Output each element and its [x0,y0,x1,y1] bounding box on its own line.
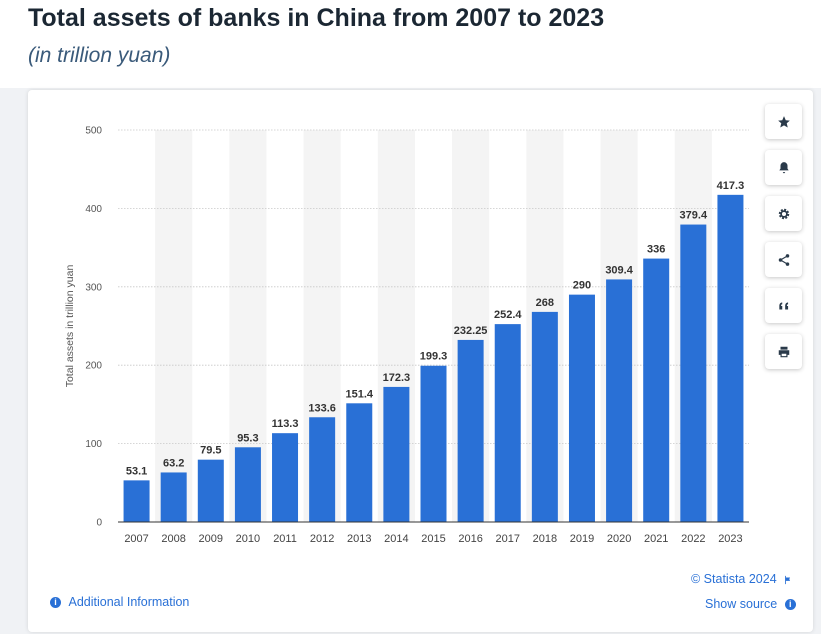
y-axis-label: Total assets in trillion yuan [64,265,76,388]
bar [309,417,336,522]
y-tick-label: 300 [85,282,102,293]
data-label: 379.4 [680,210,708,222]
data-label: 95.3 [237,432,258,444]
data-label: 63.2 [163,457,184,469]
data-label: 336 [647,244,665,256]
bar [234,447,261,522]
info-icon: i [784,599,796,611]
data-label: 290 [573,280,591,292]
quote-icon [778,302,788,309]
bar [123,480,150,522]
x-tick-label: 2013 [347,533,371,545]
data-label: 172.3 [383,372,411,384]
y-tick-label: 200 [85,361,102,372]
favorite-button[interactable] [765,104,802,139]
y-tick-label: 0 [96,518,102,529]
page-subtitle: (in trillion yuan) [28,44,171,67]
bar [272,433,299,522]
gear-icon [778,208,789,219]
print-button[interactable] [765,334,802,369]
y-tick-label: 500 [85,126,102,137]
bar [420,365,447,522]
x-tick-label: 2021 [644,533,668,545]
additional-information-label: Additional Information [68,595,190,609]
bar [457,339,484,522]
page-title: Total assets of banks in China from 2007… [28,4,605,32]
data-label: 417.3 [717,180,745,192]
y-axis-ticks: 0 100 200 300 400 500 [85,126,102,529]
bar [494,324,521,522]
x-tick-label: 2008 [161,533,185,545]
header: Total assets of banks in China from 2007… [0,0,821,88]
bar [606,279,633,522]
data-labels: 53.1 63.2 79.5 95.3 113.3 133.6 151.4 172.3 199.… [126,180,744,478]
x-tick-label: 2017 [495,533,519,545]
share-button[interactable] [765,242,802,277]
data-label: 113.3 [272,418,299,430]
bars [123,194,744,523]
x-tick-label: 2007 [124,533,148,545]
x-tick-label: 2016 [458,533,482,545]
show-source-label: Show source [705,597,778,611]
bar [643,258,670,522]
share-icon [778,253,789,266]
x-tick-label: 2009 [199,533,223,545]
star-icon [777,115,790,128]
additional-information-link[interactable]: i Additional Information [50,595,189,609]
x-axis-ticks: 2007 2008 2009 2010 2011 2012 2013 2014 2015 2016… [124,533,742,545]
statista-copyright-link[interactable]: © Statista 2024 [691,572,793,586]
data-label: 133.6 [308,402,336,414]
x-tick-label: 2023 [718,533,742,545]
data-label: 151.4 [345,388,373,400]
data-label: 79.5 [200,445,221,457]
bar [680,224,707,522]
data-label: 309.4 [605,264,633,276]
x-tick-label: 2015 [421,533,445,545]
cite-button[interactable] [765,288,802,323]
data-label: 252.4 [494,309,522,321]
x-tick-label: 2020 [607,533,631,545]
bar [717,194,744,523]
flag-icon [785,575,791,584]
bar [568,294,595,522]
y-tick-label: 100 [85,439,102,450]
print-icon [778,346,789,357]
bar [197,459,224,522]
x-tick-label: 2012 [310,533,334,545]
x-tick-label: 2018 [533,533,557,545]
data-label: 53.1 [126,465,147,477]
bar [383,386,410,522]
bar [346,403,373,522]
bell-icon [778,161,789,173]
data-label: 199.3 [420,351,448,363]
x-tick-label: 2014 [384,533,408,545]
x-tick-label: 2022 [681,533,705,545]
copyright-text: © Statista 2024 [691,572,777,586]
bar [531,311,558,522]
data-label: 268 [536,297,554,309]
data-label: 232.25 [454,325,488,337]
bar [160,472,187,522]
show-source-link[interactable]: Show source i [705,597,796,611]
x-tick-label: 2011 [273,533,297,545]
info-icon: i [50,597,61,609]
settings-button[interactable] [765,196,802,231]
x-tick-label: 2019 [570,533,594,545]
x-tick-label: 2010 [236,533,260,545]
y-tick-label: 400 [85,204,102,215]
column-band [155,130,193,522]
alert-button[interactable] [765,150,802,185]
